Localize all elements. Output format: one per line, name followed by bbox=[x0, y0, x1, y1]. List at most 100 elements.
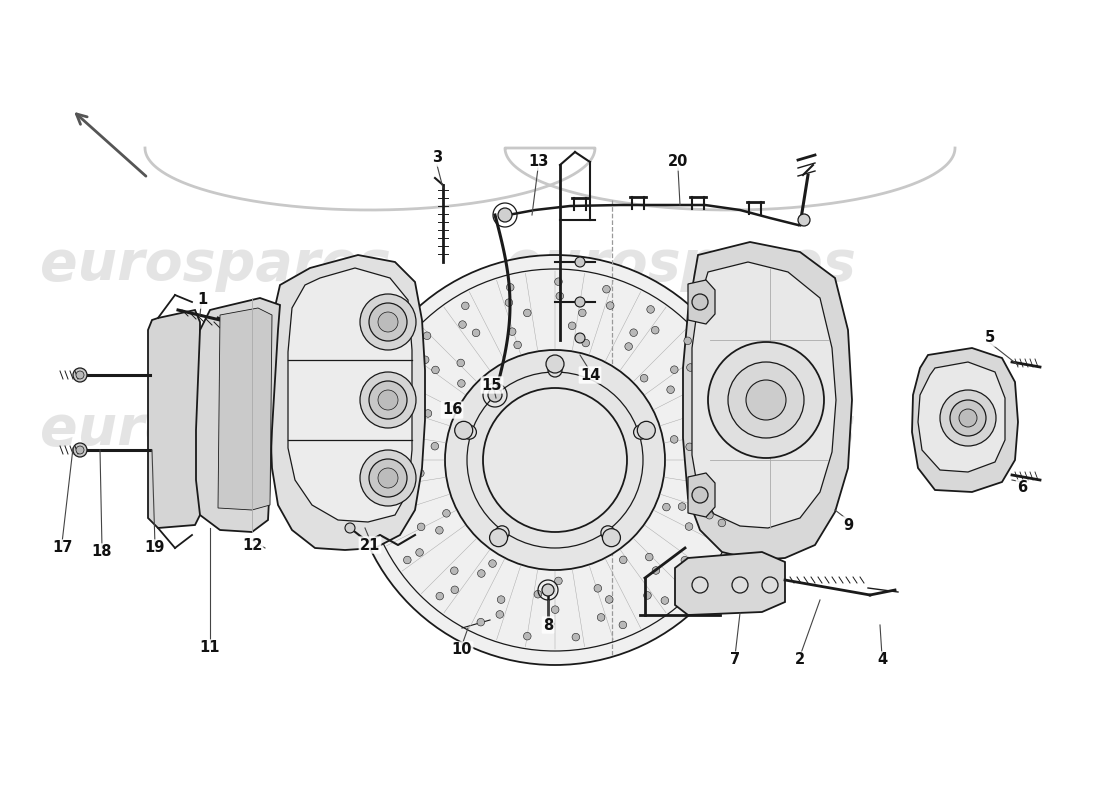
Text: 18: 18 bbox=[91, 545, 112, 559]
Circle shape bbox=[646, 554, 653, 561]
Circle shape bbox=[454, 422, 473, 439]
Circle shape bbox=[671, 366, 678, 374]
Circle shape bbox=[594, 585, 602, 592]
Circle shape bbox=[711, 378, 718, 385]
Circle shape bbox=[382, 513, 389, 520]
Circle shape bbox=[732, 577, 748, 593]
Text: 8: 8 bbox=[543, 618, 553, 633]
Circle shape bbox=[456, 359, 464, 366]
Circle shape bbox=[395, 371, 403, 378]
Circle shape bbox=[695, 415, 703, 422]
Circle shape bbox=[417, 523, 425, 530]
Circle shape bbox=[684, 337, 692, 345]
Circle shape bbox=[73, 368, 87, 382]
Circle shape bbox=[551, 606, 559, 614]
Circle shape bbox=[350, 255, 760, 665]
Circle shape bbox=[542, 584, 554, 596]
Circle shape bbox=[377, 417, 385, 424]
Circle shape bbox=[597, 614, 605, 621]
Text: 2: 2 bbox=[795, 653, 805, 667]
Circle shape bbox=[575, 333, 585, 343]
Circle shape bbox=[651, 326, 659, 334]
Circle shape bbox=[442, 510, 450, 517]
Circle shape bbox=[575, 257, 585, 267]
Circle shape bbox=[378, 390, 398, 410]
Circle shape bbox=[547, 620, 554, 628]
Circle shape bbox=[705, 511, 713, 519]
Circle shape bbox=[548, 363, 562, 377]
Circle shape bbox=[360, 450, 416, 506]
Polygon shape bbox=[675, 552, 785, 615]
Circle shape bbox=[416, 549, 424, 556]
Circle shape bbox=[360, 372, 416, 428]
Polygon shape bbox=[683, 242, 852, 560]
Polygon shape bbox=[196, 298, 280, 532]
Circle shape bbox=[692, 577, 708, 593]
Circle shape bbox=[524, 309, 531, 317]
Circle shape bbox=[634, 425, 648, 439]
Text: 15: 15 bbox=[482, 378, 503, 393]
Circle shape bbox=[762, 577, 778, 593]
Circle shape bbox=[483, 388, 627, 532]
Circle shape bbox=[959, 409, 977, 427]
Circle shape bbox=[686, 443, 693, 450]
Circle shape bbox=[603, 529, 620, 546]
Circle shape bbox=[505, 299, 513, 306]
Circle shape bbox=[360, 294, 416, 350]
Circle shape bbox=[477, 570, 485, 578]
Circle shape bbox=[605, 596, 613, 603]
Text: 19: 19 bbox=[145, 541, 165, 555]
Text: 14: 14 bbox=[580, 367, 601, 382]
Circle shape bbox=[726, 423, 734, 431]
Circle shape bbox=[73, 443, 87, 457]
Circle shape bbox=[652, 566, 660, 574]
Circle shape bbox=[572, 634, 580, 641]
Circle shape bbox=[459, 321, 466, 328]
Circle shape bbox=[554, 278, 562, 286]
Circle shape bbox=[488, 560, 496, 567]
Polygon shape bbox=[218, 308, 272, 510]
Circle shape bbox=[451, 586, 459, 594]
Circle shape bbox=[462, 302, 469, 310]
Text: 9: 9 bbox=[843, 518, 854, 533]
Polygon shape bbox=[918, 362, 1005, 472]
Polygon shape bbox=[288, 268, 412, 522]
Circle shape bbox=[695, 562, 703, 570]
Circle shape bbox=[417, 470, 425, 477]
Circle shape bbox=[640, 374, 648, 382]
Circle shape bbox=[686, 364, 694, 371]
Circle shape bbox=[661, 597, 669, 604]
Circle shape bbox=[498, 208, 512, 222]
Circle shape bbox=[601, 526, 615, 540]
Circle shape bbox=[421, 356, 429, 363]
Circle shape bbox=[692, 294, 708, 310]
Circle shape bbox=[603, 286, 611, 293]
Circle shape bbox=[728, 362, 804, 438]
Circle shape bbox=[667, 386, 674, 394]
Circle shape bbox=[462, 425, 476, 439]
Circle shape bbox=[582, 339, 590, 347]
Circle shape bbox=[606, 302, 614, 310]
Circle shape bbox=[458, 380, 465, 387]
Circle shape bbox=[373, 465, 381, 473]
Text: 10: 10 bbox=[452, 642, 472, 658]
Circle shape bbox=[407, 415, 415, 423]
Circle shape bbox=[619, 621, 627, 629]
Text: eurospares: eurospares bbox=[40, 238, 390, 292]
Text: 5: 5 bbox=[984, 330, 996, 346]
Circle shape bbox=[798, 214, 810, 226]
Circle shape bbox=[387, 451, 395, 459]
Circle shape bbox=[708, 342, 824, 458]
Text: 21: 21 bbox=[360, 538, 381, 553]
Text: 7: 7 bbox=[730, 653, 740, 667]
Circle shape bbox=[556, 292, 563, 300]
Text: 16: 16 bbox=[442, 402, 462, 418]
Text: 3: 3 bbox=[432, 150, 442, 166]
Circle shape bbox=[496, 610, 504, 618]
Text: eurospares: eurospares bbox=[40, 403, 390, 457]
Circle shape bbox=[488, 388, 502, 402]
Text: eurospares: eurospares bbox=[505, 238, 856, 292]
Circle shape bbox=[472, 329, 480, 337]
Polygon shape bbox=[148, 310, 200, 528]
Circle shape bbox=[637, 422, 656, 439]
